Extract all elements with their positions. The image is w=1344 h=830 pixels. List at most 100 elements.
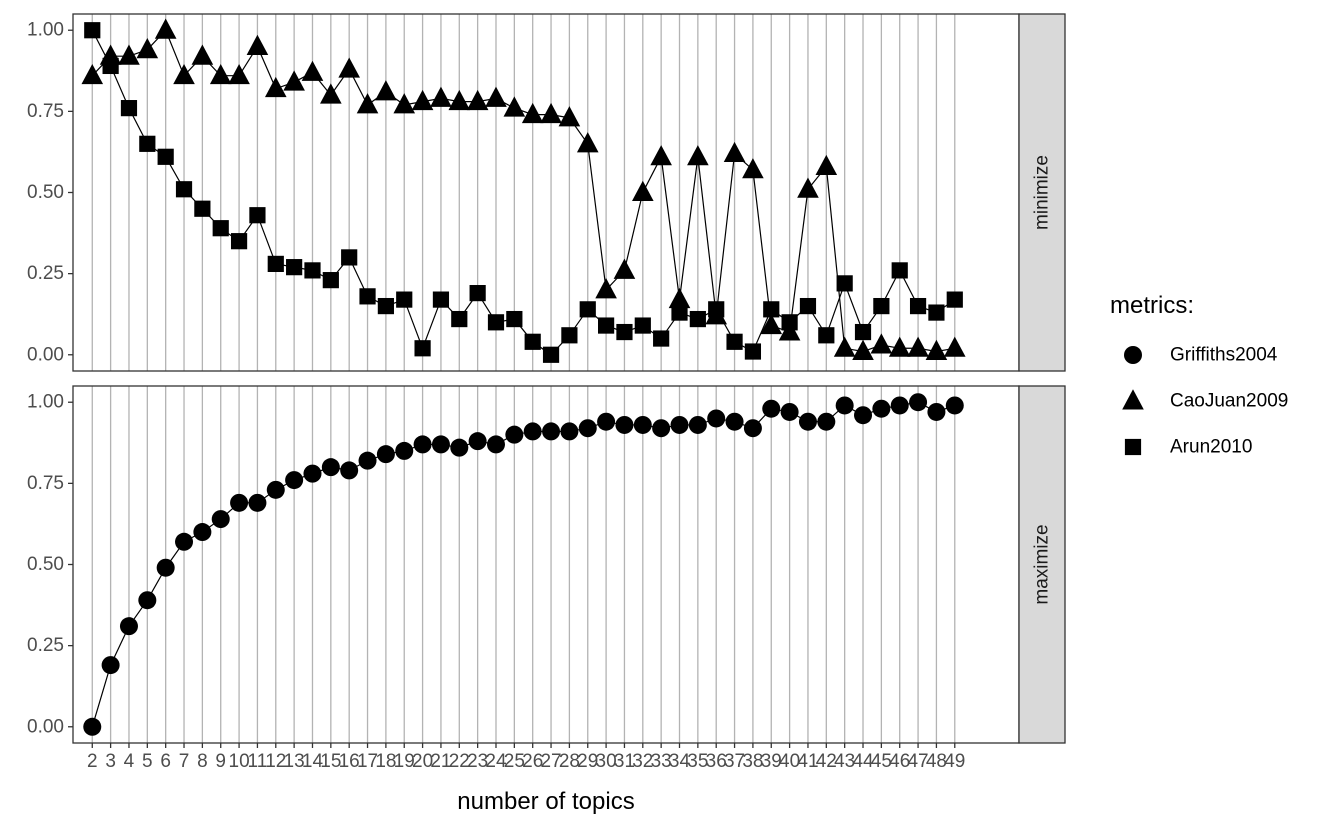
x-tick-label: 31 <box>614 751 635 772</box>
y-tick-label: 0.00 <box>27 716 64 737</box>
data-point <box>542 346 560 363</box>
data-point <box>320 83 342 104</box>
data-point <box>524 333 541 350</box>
x-tick-label: 26 <box>522 751 543 772</box>
data-point <box>358 451 377 470</box>
data-point <box>175 181 193 198</box>
data-point <box>487 314 505 331</box>
data-point <box>396 291 413 308</box>
data-point <box>283 70 305 91</box>
panel-background <box>73 386 1019 743</box>
x-tick-label: 45 <box>871 751 892 772</box>
x-tick-label: 49 <box>944 751 965 772</box>
data-point <box>341 249 358 266</box>
data-point <box>668 287 691 309</box>
data-point <box>890 396 909 415</box>
data-point <box>119 617 138 636</box>
legend-title: metrics: <box>1110 292 1194 319</box>
data-point <box>833 336 856 357</box>
data-point <box>338 57 360 78</box>
data-point <box>561 327 578 344</box>
legend-item-CaoJuan2009: CaoJuan2009 <box>1122 389 1288 412</box>
data-point <box>102 57 119 75</box>
legend-key-circle <box>1124 346 1142 364</box>
series-Griffiths2004 <box>83 393 964 736</box>
data-point <box>652 419 671 438</box>
x-tick-label: 25 <box>504 751 525 772</box>
data-point <box>909 393 928 412</box>
data-point <box>579 301 596 318</box>
data-point <box>211 510 230 529</box>
data-point <box>943 336 966 357</box>
data-point <box>725 412 744 431</box>
data-point <box>742 158 764 179</box>
data-point <box>907 336 929 357</box>
y-tick-label: 0.50 <box>27 182 64 203</box>
data-point <box>212 220 229 237</box>
facet-strip <box>1018 13 1066 372</box>
data-point <box>414 340 431 357</box>
y-tick-label: 1.00 <box>27 20 64 41</box>
x-tick-label: 13 <box>284 751 305 772</box>
data-point <box>228 63 250 85</box>
x-tick-label: 30 <box>596 751 617 772</box>
x-tick-label: 28 <box>559 751 580 772</box>
x-tick-label: 2 <box>87 751 98 772</box>
data-point <box>230 233 248 250</box>
data-point <box>634 317 651 334</box>
data-point <box>322 272 339 289</box>
data-point <box>688 415 707 434</box>
x-tick-label: 21 <box>430 751 451 772</box>
x-tick-label: 29 <box>577 751 598 772</box>
data-point <box>485 86 507 107</box>
data-point <box>650 145 672 166</box>
data-point <box>781 314 798 331</box>
data-point <box>687 145 709 166</box>
x-tick-label: 43 <box>834 751 855 772</box>
data-point <box>891 262 908 279</box>
legend-label: Griffiths2004 <box>1170 345 1278 366</box>
data-point <box>707 409 726 428</box>
data-point <box>173 63 195 85</box>
data-point <box>154 18 177 39</box>
data-point <box>267 255 284 272</box>
data-point <box>780 402 799 421</box>
x-tick-label: 11 <box>248 751 268 772</box>
x-tick-label: 15 <box>320 751 341 772</box>
x-axis-title: number of topics <box>457 788 634 815</box>
panel-background <box>73 14 1019 371</box>
data-point <box>560 422 579 441</box>
data-point <box>578 419 597 438</box>
data-point <box>451 310 468 328</box>
data-point <box>744 343 762 360</box>
data-point <box>395 441 414 460</box>
data-point <box>689 310 706 328</box>
legend-key-square <box>1124 438 1142 456</box>
x-tick-label: 6 <box>160 751 171 772</box>
facet-strip-label: maximize <box>1032 524 1053 604</box>
data-point <box>670 415 689 434</box>
x-tick-label: 46 <box>889 751 910 772</box>
data-point <box>852 339 874 361</box>
data-point <box>230 493 249 512</box>
x-tick-label: 27 <box>540 751 561 772</box>
facet-strip <box>1018 385 1066 744</box>
x-tick-label: 47 <box>907 751 928 772</box>
x-tick-label: 3 <box>105 751 116 772</box>
data-point <box>927 402 946 421</box>
data-point <box>304 262 321 279</box>
data-point <box>84 22 101 39</box>
data-point <box>760 313 783 335</box>
data-point <box>375 80 397 101</box>
data-point <box>432 291 450 308</box>
data-point <box>928 304 945 321</box>
y-tick-label: 0.75 <box>27 101 64 122</box>
data-point <box>708 301 725 318</box>
data-point <box>799 297 817 315</box>
data-point <box>595 278 617 299</box>
y-tick-label: 1.00 <box>27 392 64 413</box>
data-point <box>81 63 104 85</box>
x-tick-label: 5 <box>142 751 153 772</box>
x-tick-label: 37 <box>724 751 745 772</box>
legend: metrics: Griffiths2004 CaoJuan2009 Arun201… <box>1110 292 1288 458</box>
